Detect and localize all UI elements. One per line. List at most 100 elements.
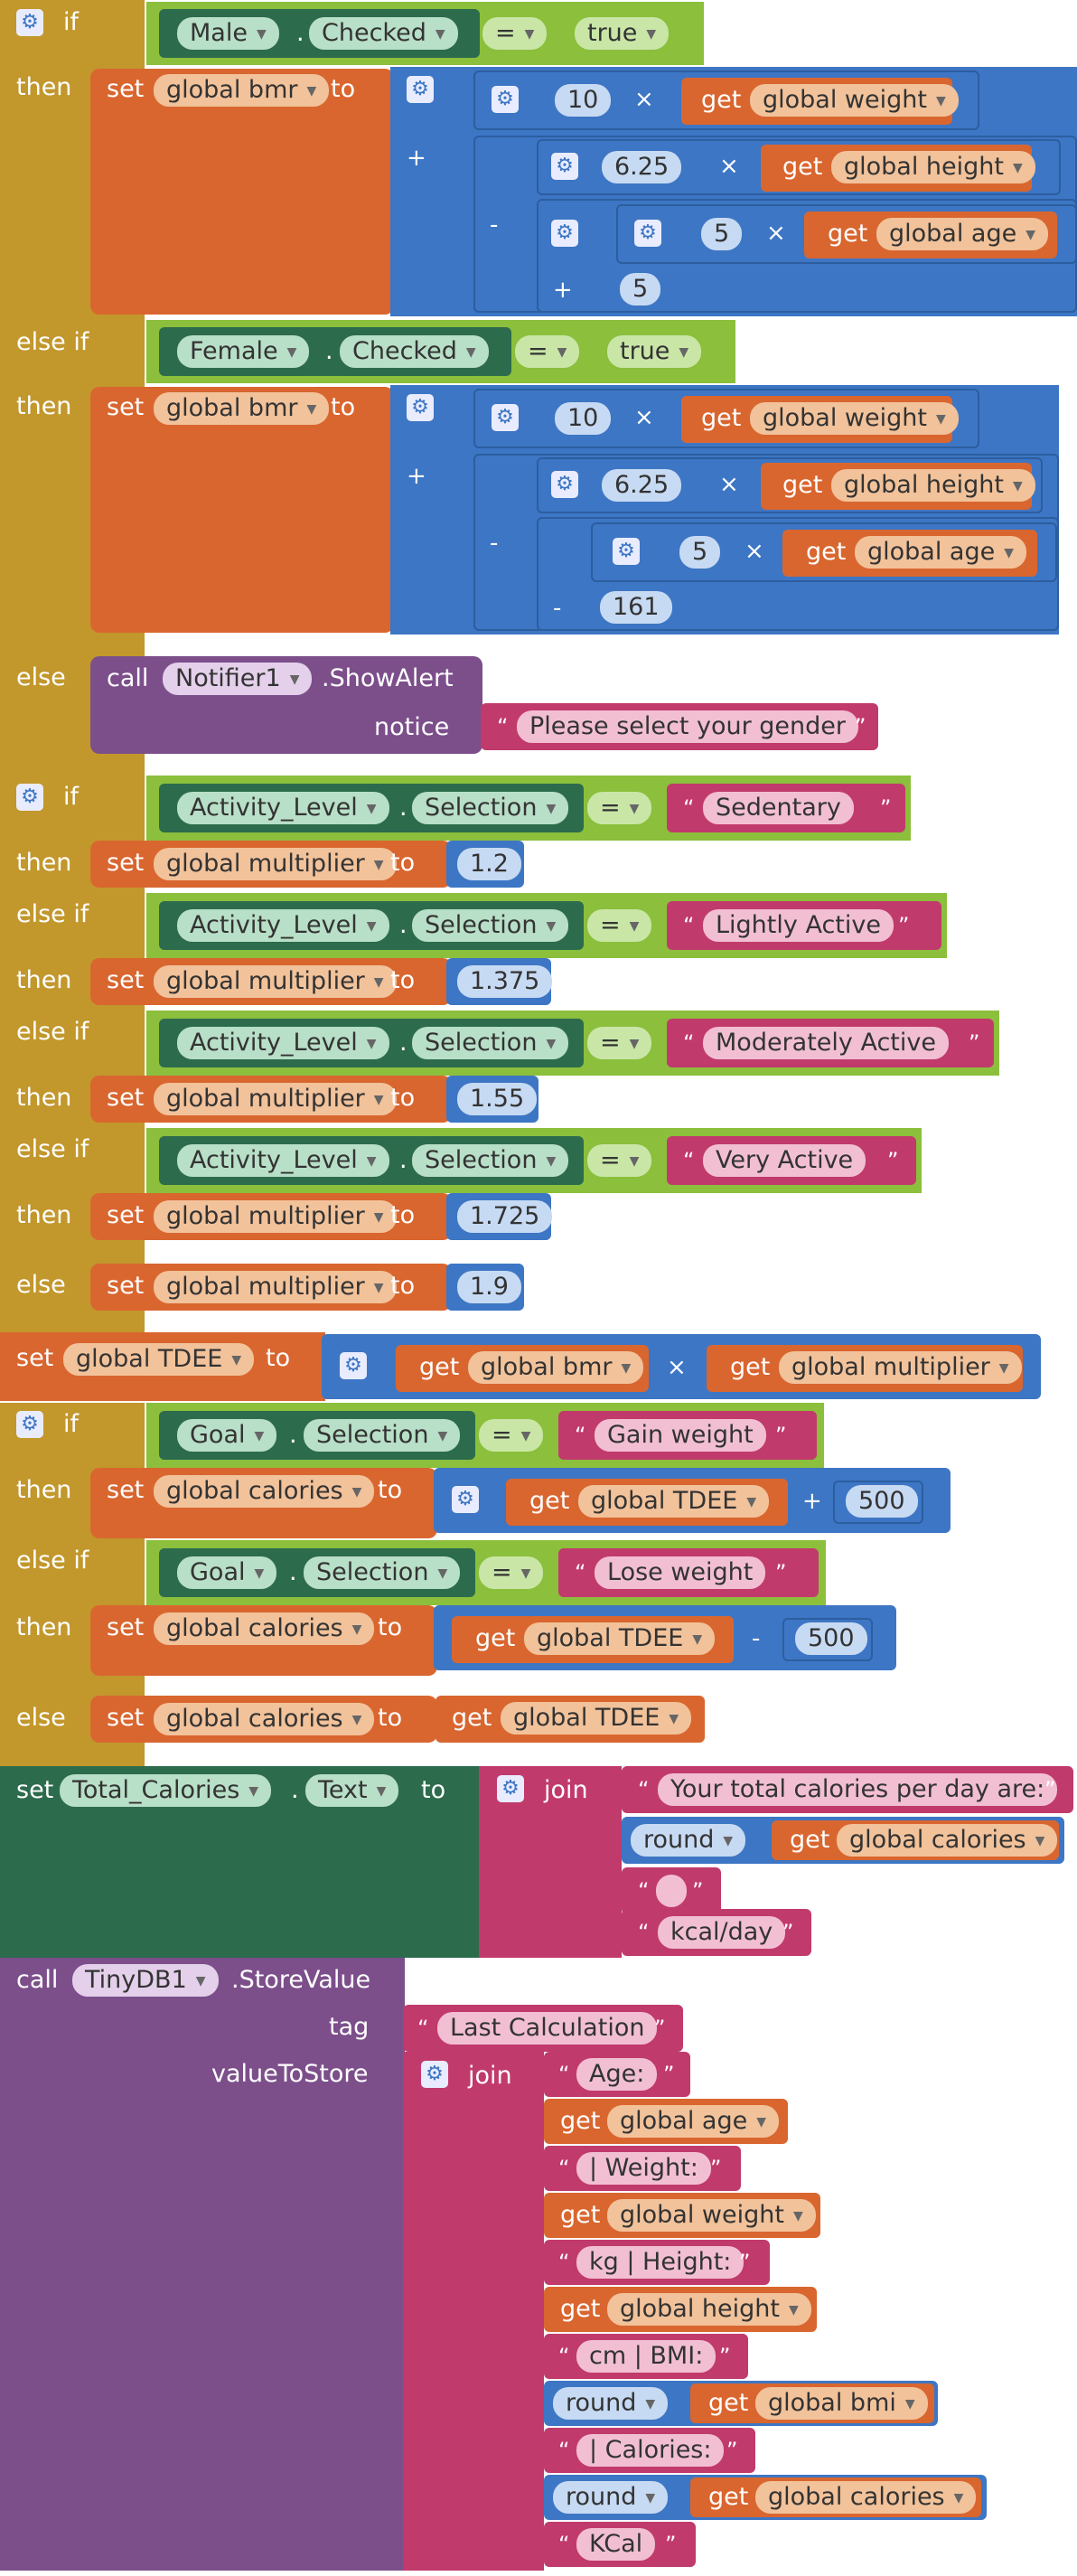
component-dropdown[interactable]: TinyDB1 ▼ xyxy=(72,1964,219,1997)
set-bmr-block[interactable] xyxy=(90,69,394,315)
text-field[interactable]: kg | Height: xyxy=(576,2246,745,2279)
variable-dropdown[interactable]: global TDEE ▼ xyxy=(578,1485,770,1518)
component-dropdown[interactable]: Activity_Level ▼ xyxy=(177,792,389,824)
text-field[interactable]: Gain weight xyxy=(595,1419,766,1452)
gear-icon[interactable]: ⚙ xyxy=(634,220,661,247)
component-dropdown[interactable]: Male ▼ xyxy=(177,17,279,50)
component-dropdown[interactable]: Notifier1 ▼ xyxy=(163,663,313,695)
variable-dropdown[interactable]: global calories ▼ xyxy=(154,1612,375,1645)
variable-dropdown[interactable]: global TDEE ▼ xyxy=(501,1702,692,1735)
number-field[interactable]: 1.2 xyxy=(457,848,521,880)
variable-dropdown[interactable]: global calories ▼ xyxy=(154,1475,375,1508)
gear-icon[interactable]: ⚙ xyxy=(613,538,640,565)
variable-dropdown[interactable]: global multiplier ▼ xyxy=(154,1271,397,1303)
gear-icon[interactable]: ⚙ xyxy=(421,2061,448,2088)
text-field[interactable]: | Calories: xyxy=(576,2434,725,2467)
text-field[interactable]: Very Active xyxy=(703,1144,866,1177)
gear-icon[interactable]: ⚙ xyxy=(551,153,578,180)
text-field[interactable] xyxy=(656,1875,687,1907)
variable-dropdown[interactable]: global bmr ▼ xyxy=(154,392,330,425)
text-field[interactable]: kcal/day xyxy=(658,1916,786,1949)
variable-dropdown[interactable]: global height ▼ xyxy=(831,469,1035,502)
number-field[interactable]: 1.55 xyxy=(457,1083,538,1115)
number-field[interactable]: 1.9 xyxy=(457,1271,521,1303)
boolean-dropdown[interactable]: true ▼ xyxy=(607,335,702,368)
gear-icon[interactable]: ⚙ xyxy=(16,784,43,811)
variable-dropdown[interactable]: global height ▼ xyxy=(607,2293,811,2326)
number-field[interactable]: 1.375 xyxy=(457,965,553,998)
text-field[interactable]: cm | BMI: xyxy=(576,2340,716,2373)
gear-icon[interactable]: ⚙ xyxy=(407,76,434,103)
text-field[interactable]: Lose weight xyxy=(595,1556,766,1589)
variable-dropdown[interactable]: global weight ▼ xyxy=(607,2199,816,2232)
variable-dropdown[interactable]: global age ▼ xyxy=(607,2105,780,2138)
property-dropdown[interactable]: Selection ▼ xyxy=(412,792,569,824)
text-field[interactable]: Sedentary xyxy=(703,792,854,824)
variable-dropdown[interactable]: global calories ▼ xyxy=(755,2481,977,2514)
number-field[interactable]: 500 xyxy=(795,1622,867,1655)
text-field[interactable]: Last Calculation xyxy=(437,2012,658,2045)
text-field[interactable]: Age: xyxy=(576,2058,658,2091)
variable-dropdown[interactable]: global age ▼ xyxy=(876,218,1049,250)
operator-dropdown[interactable]: = ▼ xyxy=(515,335,580,368)
variable-dropdown[interactable]: global weight ▼ xyxy=(750,84,959,117)
gear-icon[interactable]: ⚙ xyxy=(16,1411,43,1438)
join-block[interactable] xyxy=(403,2052,544,2571)
property-dropdown[interactable]: Checked ▼ xyxy=(340,335,489,368)
property-dropdown[interactable]: Selection ▼ xyxy=(412,1027,569,1059)
variable-dropdown[interactable]: global height ▼ xyxy=(831,151,1035,183)
operator-dropdown[interactable]: = ▼ xyxy=(587,1027,652,1059)
variable-dropdown[interactable]: global multiplier ▼ xyxy=(779,1351,1022,1384)
math-function-dropdown[interactable]: round ▼ xyxy=(553,2481,669,2514)
operator-dropdown[interactable]: = ▼ xyxy=(587,792,652,824)
variable-dropdown[interactable]: global multiplier ▼ xyxy=(154,965,397,998)
text-field[interactable]: | Weight: xyxy=(576,2152,711,2185)
variable-dropdown[interactable]: global bmr ▼ xyxy=(468,1351,644,1384)
gear-icon[interactable]: ⚙ xyxy=(492,86,519,113)
set-bmr-block[interactable] xyxy=(90,387,394,633)
component-dropdown[interactable]: Goal ▼ xyxy=(177,1556,277,1589)
gear-icon[interactable]: ⚙ xyxy=(340,1352,367,1379)
number-field[interactable]: 500 xyxy=(846,1485,918,1518)
component-dropdown[interactable]: Total_Calories ▼ xyxy=(60,1774,272,1807)
property-dropdown[interactable]: Selection ▼ xyxy=(304,1556,461,1589)
number-field[interactable]: 1.725 xyxy=(457,1200,553,1233)
component-dropdown[interactable]: Activity_Level ▼ xyxy=(177,1027,389,1059)
variable-dropdown[interactable]: global age ▼ xyxy=(855,536,1027,569)
gear-icon[interactable]: ⚙ xyxy=(452,1486,479,1513)
call-tinydb-block[interactable] xyxy=(0,1958,405,2571)
operator-dropdown[interactable]: = ▼ xyxy=(479,1556,544,1589)
text-field[interactable]: Moderately Active xyxy=(703,1027,949,1059)
variable-dropdown[interactable]: global calories ▼ xyxy=(154,1703,375,1735)
variable-dropdown[interactable]: global multiplier ▼ xyxy=(154,1083,397,1115)
number-field[interactable]: 5 xyxy=(620,273,661,306)
variable-dropdown[interactable]: global weight ▼ xyxy=(750,402,959,435)
text-field[interactable]: Please select your gender xyxy=(517,710,859,743)
number-field[interactable]: 10 xyxy=(555,402,612,435)
number-field[interactable]: 10 xyxy=(555,84,612,117)
operator-dropdown[interactable]: = ▼ xyxy=(482,17,548,50)
property-dropdown[interactable]: Selection ▼ xyxy=(304,1419,461,1452)
number-field[interactable]: 5 xyxy=(701,218,743,250)
operator-dropdown[interactable]: = ▼ xyxy=(587,1144,652,1177)
variable-dropdown[interactable]: global multiplier ▼ xyxy=(154,848,397,880)
variable-dropdown[interactable]: global bmr ▼ xyxy=(154,74,330,107)
text-field[interactable]: Lightly Active xyxy=(703,909,894,942)
text-field[interactable]: Your total calories per day are: xyxy=(658,1773,1058,1806)
component-dropdown[interactable]: Female ▼ xyxy=(177,335,310,368)
property-dropdown[interactable]: Selection ▼ xyxy=(412,909,569,942)
math-function-dropdown[interactable]: round ▼ xyxy=(553,2387,669,2420)
property-dropdown[interactable]: Checked ▼ xyxy=(309,17,458,50)
variable-dropdown[interactable]: global TDEE ▼ xyxy=(524,1622,716,1655)
number-field[interactable]: 5 xyxy=(679,536,721,569)
variable-dropdown[interactable]: global calories ▼ xyxy=(837,1824,1058,1857)
gear-icon[interactable]: ⚙ xyxy=(497,1775,524,1802)
component-dropdown[interactable]: Activity_Level ▼ xyxy=(177,909,389,942)
gear-icon[interactable]: ⚙ xyxy=(551,220,578,247)
component-dropdown[interactable]: Activity_Level ▼ xyxy=(177,1144,389,1177)
boolean-dropdown[interactable]: true ▼ xyxy=(575,17,670,50)
gear-icon[interactable]: ⚙ xyxy=(16,9,43,36)
number-field[interactable]: 161 xyxy=(600,591,672,624)
gear-icon[interactable]: ⚙ xyxy=(492,404,519,431)
property-dropdown[interactable]: Selection ▼ xyxy=(412,1144,569,1177)
